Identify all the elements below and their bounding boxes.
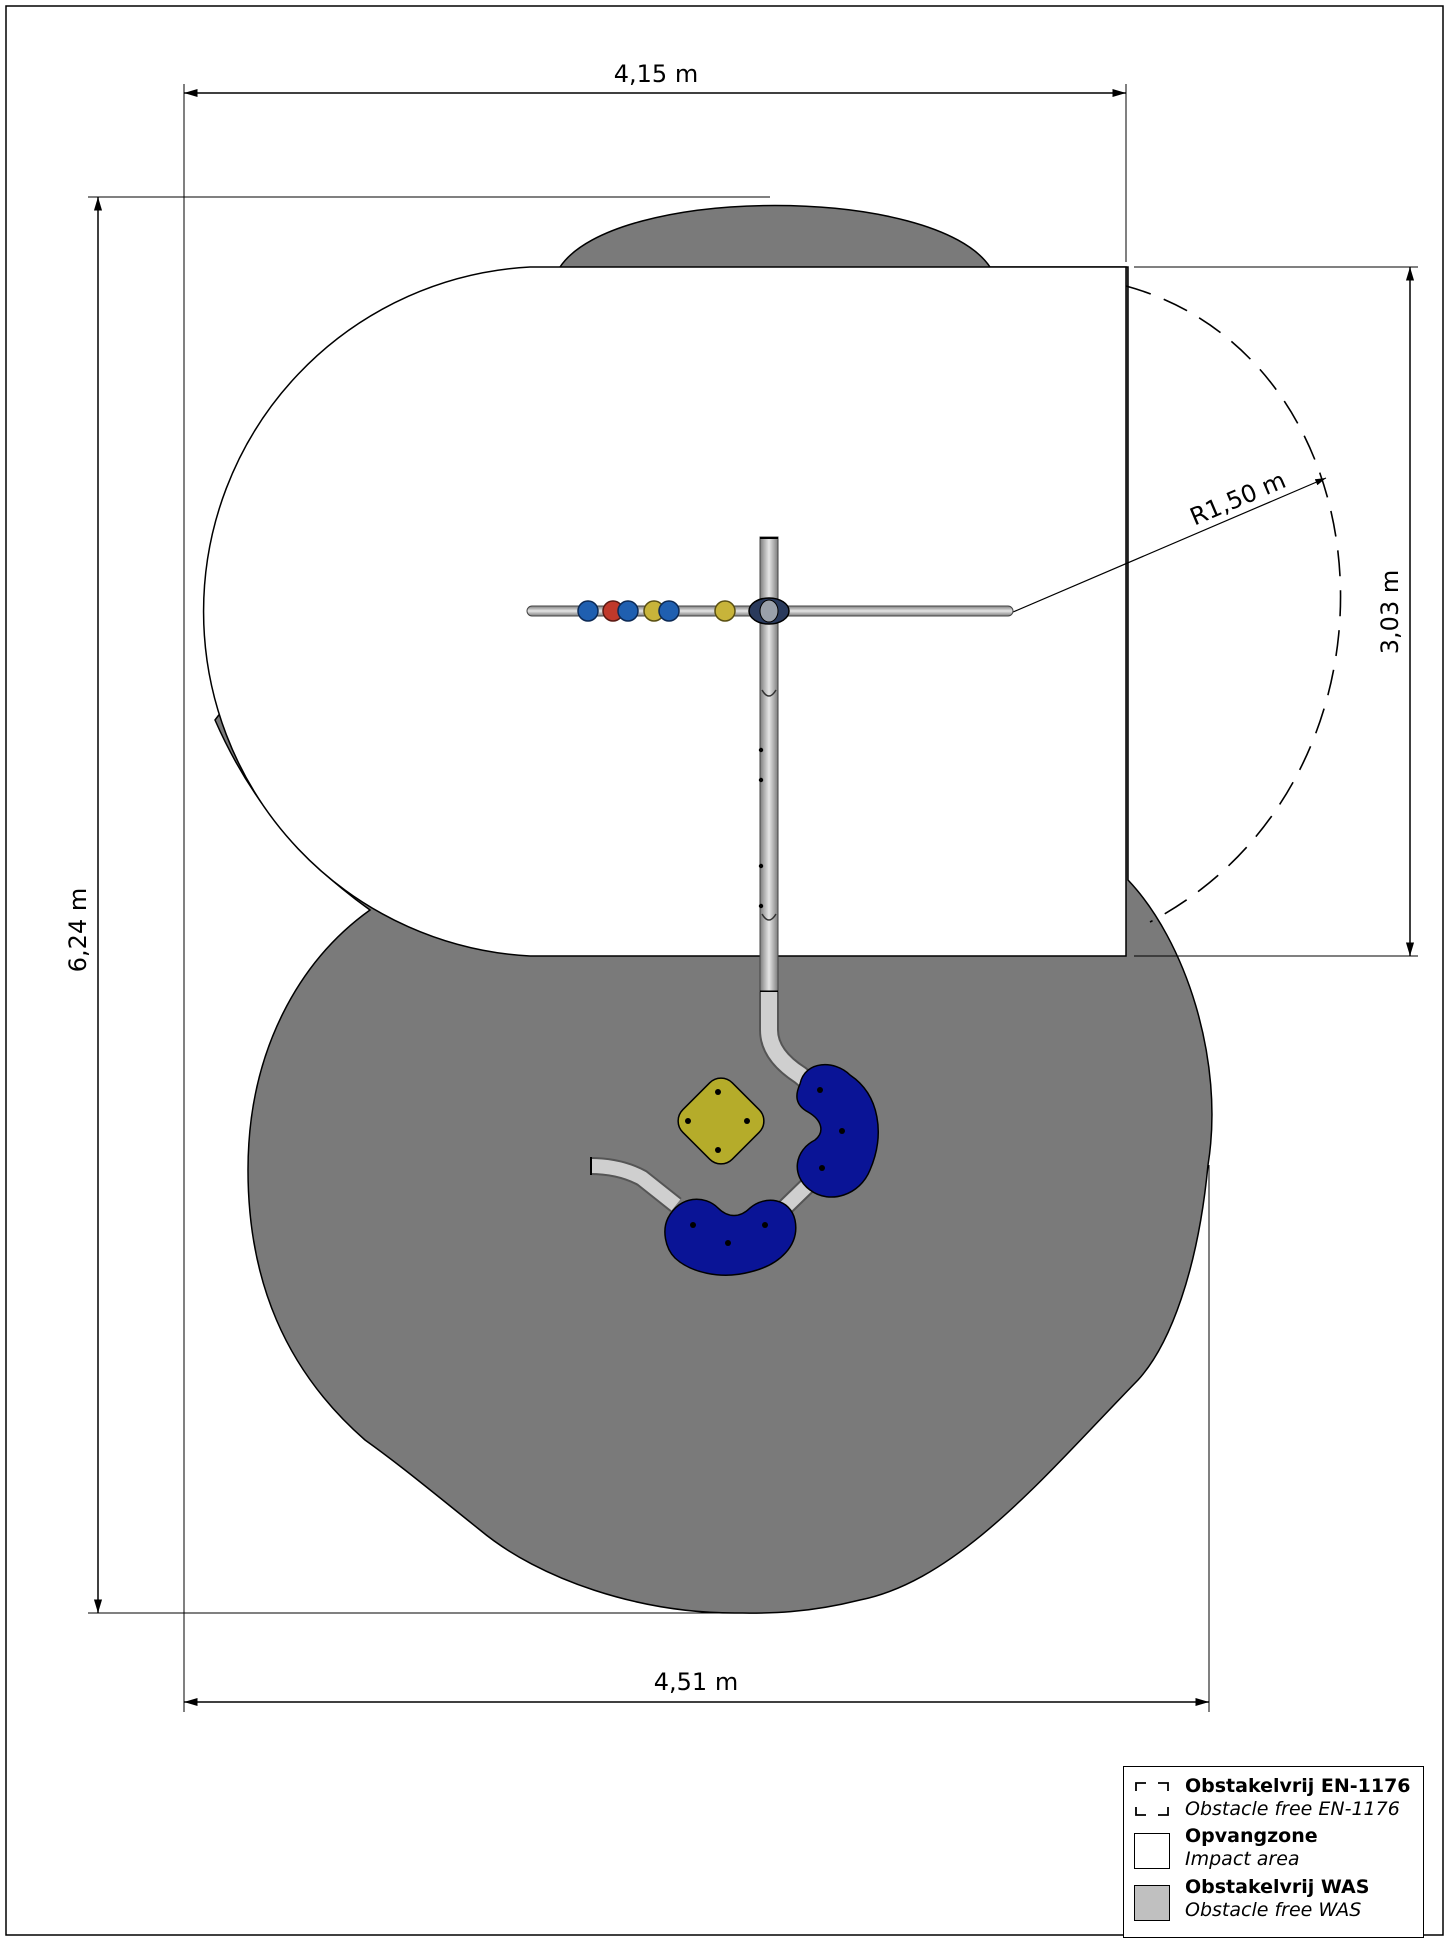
curved-pipe-upper-inner [761, 992, 824, 1097]
hold-bolt [817, 1087, 823, 1093]
dim-label-total-height: 6,24 m [64, 888, 92, 972]
dim-label-bottom-width: 4,51 m [654, 1668, 738, 1696]
grey-box-icon [1134, 1885, 1170, 1921]
pole-bolt [758, 747, 764, 753]
dim-label-top-width: 4,15 m [614, 60, 698, 88]
pole-bolt [758, 863, 764, 869]
bead-blue [658, 600, 680, 622]
dim-line-radius [1012, 477, 1327, 613]
bead-blue [577, 600, 599, 622]
dim-label-right-height: 3,03 m [1376, 570, 1404, 654]
climbing-hold-blue-upper [796, 1063, 879, 1198]
dashed-box-icon [1135, 1782, 1169, 1816]
hold-bolt [685, 1118, 691, 1124]
hold-bolt [819, 1165, 825, 1171]
hold-bolt [715, 1089, 721, 1095]
pole-ring [761, 689, 777, 697]
climbing-hold-yellow [677, 1077, 765, 1165]
legend-subtitle: Impact area [1185, 1848, 1300, 1870]
hold-bolt [744, 1118, 750, 1124]
legend: Obstakelvrij EN-1176 Obstacle free EN-11… [1123, 1766, 1424, 1938]
hold-bolt [762, 1222, 768, 1228]
climbing-hold-blue-lower [664, 1198, 797, 1276]
climbing-equipment [526, 536, 1014, 1276]
bead-blue [617, 600, 639, 622]
obstacle-free-en1176-boundary [1125, 285, 1342, 923]
pole-bolt [758, 903, 764, 909]
legend-title: Opvangzone [1185, 1825, 1318, 1847]
legend-subtitle: Obstacle free WAS [1185, 1899, 1362, 1921]
legend-title: Obstakelvrij EN-1176 [1185, 1775, 1411, 1797]
hold-bolt [690, 1222, 696, 1228]
curved-pipe-lower-inner [589, 1159, 681, 1211]
dim-label-radius: R1,50 m [1186, 466, 1290, 531]
hold-bolt [715, 1147, 721, 1153]
junction-clamp-top [759, 599, 779, 623]
page-border [5, 5, 1444, 1936]
pole-bolt [758, 777, 764, 783]
legend-subtitle: Obstacle free EN-1176 [1185, 1798, 1400, 1820]
bead-yellow [714, 600, 736, 622]
hold-bolt [725, 1240, 731, 1246]
white-box-icon [1134, 1833, 1170, 1869]
hold-bolt [839, 1128, 845, 1134]
legend-title: Obstakelvrij WAS [1185, 1876, 1370, 1898]
pole-ring [761, 913, 777, 921]
